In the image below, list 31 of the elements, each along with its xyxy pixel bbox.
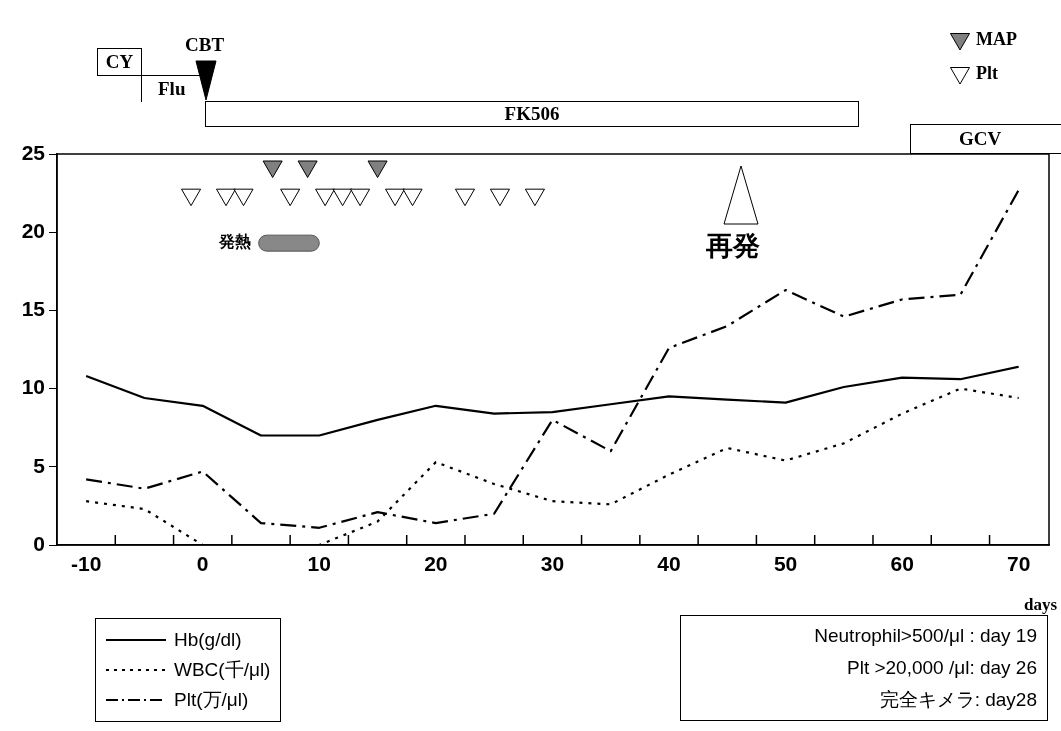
x-tick-label: 0 bbox=[196, 552, 209, 576]
legend-label: Hb(g/dl) bbox=[174, 628, 242, 652]
x-tick-label: 30 bbox=[540, 552, 565, 576]
y-tick-label: 15 bbox=[21, 297, 46, 321]
y-tick-label: 0 bbox=[33, 531, 45, 555]
text: Flu bbox=[141, 75, 206, 102]
x-tick-label: 50 bbox=[773, 552, 798, 576]
text: Plt >20,000 /μl: day 26 bbox=[846, 656, 1037, 680]
text: 完全キメラ: day28 bbox=[878, 688, 1037, 712]
text: FK506 bbox=[205, 101, 859, 127]
text: GCV bbox=[910, 124, 1061, 154]
legend-label: Plt bbox=[976, 62, 998, 85]
x-axis-title: days bbox=[1023, 594, 1058, 614]
annotation: 再発 bbox=[706, 229, 760, 263]
y-tick-label: 20 bbox=[21, 219, 45, 242]
legend-label: MAP bbox=[976, 28, 1017, 51]
text: Neutrophil>500/μl : day 19 bbox=[813, 624, 1037, 648]
x-tick-label: 20 bbox=[424, 552, 448, 576]
legend-label: Plt(万/μl) bbox=[174, 688, 249, 712]
x-tick-label: -10 bbox=[70, 552, 102, 576]
legend-label: WBC(千/μl) bbox=[174, 658, 271, 682]
text: CBT bbox=[185, 34, 225, 56]
x-tick-label: 40 bbox=[657, 552, 681, 576]
band-label: 発熱 bbox=[217, 232, 251, 252]
y-tick-label: 25 bbox=[21, 140, 46, 164]
y-tick-label: 10 bbox=[21, 375, 45, 399]
x-tick-label: 60 bbox=[890, 552, 914, 576]
x-tick-label: 70 bbox=[1007, 552, 1031, 576]
y-tick-label: 5 bbox=[33, 453, 46, 477]
text: CY bbox=[97, 48, 142, 76]
x-tick-label: 10 bbox=[307, 552, 331, 576]
